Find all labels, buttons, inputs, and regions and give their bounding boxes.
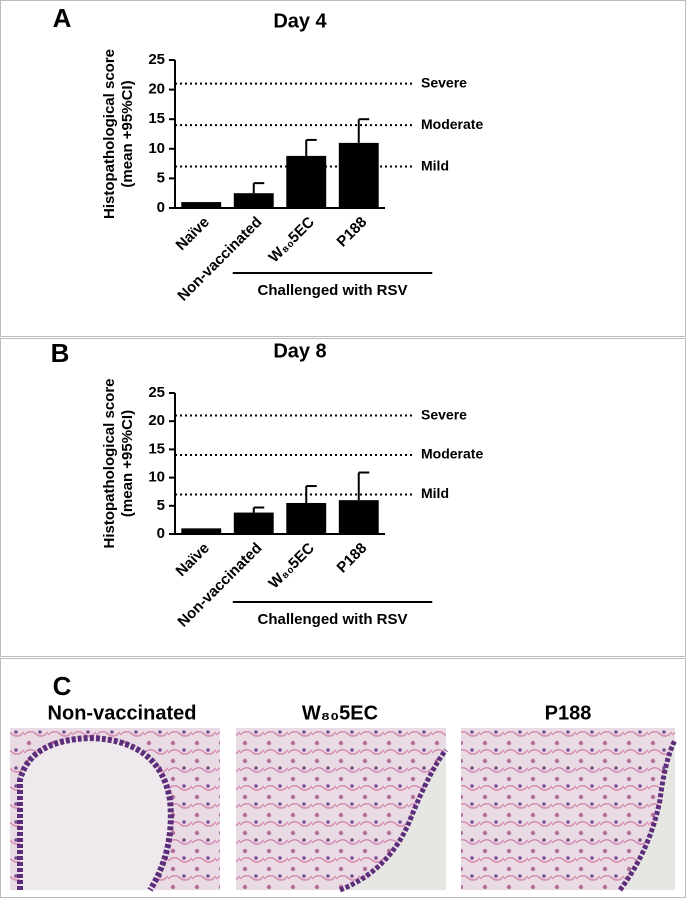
micrograph-label: P188	[545, 702, 592, 724]
reference-label: Mild	[421, 157, 449, 173]
bar	[233, 193, 274, 208]
bar	[338, 142, 379, 208]
micrograph	[236, 728, 448, 893]
chart-title: Day 8	[273, 340, 326, 362]
y-tick-label: 25	[148, 51, 165, 68]
y-tick-label: 5	[157, 169, 165, 186]
y-tick-label: 10	[148, 469, 165, 486]
group-label: Challenged with RSV	[257, 611, 407, 628]
bar	[181, 202, 222, 208]
y-tick-label: 15	[148, 440, 165, 457]
x-tick-label: P188	[334, 540, 371, 577]
micrograph-label: W₈₀5EC	[302, 702, 378, 724]
bar	[181, 528, 222, 534]
y-axis-label: (mean +95%CI)	[119, 410, 136, 517]
micrograph-label: Non-vaccinated	[48, 702, 197, 724]
x-tick-label: Naïve	[173, 540, 213, 580]
x-tick-label: W₈₀5EC	[265, 539, 318, 592]
x-tick-label: P188	[334, 214, 371, 251]
reference-label: Moderate	[421, 116, 483, 132]
panel-letter: A	[53, 3, 72, 33]
y-tick-label: 15	[148, 110, 165, 127]
y-tick-label: 5	[157, 497, 165, 514]
y-tick-label: 10	[148, 140, 165, 157]
micrograph	[461, 728, 678, 892]
y-axis-label: Histopathological score	[101, 378, 118, 548]
panel-letter: B	[51, 338, 70, 368]
group-label: Challenged with RSV	[257, 282, 407, 299]
chart-title: Day 4	[273, 10, 327, 32]
y-tick-label: 25	[148, 384, 165, 401]
y-tick-label: 20	[148, 81, 165, 98]
reference-label: Severe	[421, 406, 467, 422]
y-axis-label: (mean +95%CI)	[119, 80, 136, 187]
y-tick-label: 0	[157, 525, 165, 542]
y-tick-label: 20	[148, 412, 165, 429]
x-tick-label: W₈₀5EC	[265, 213, 318, 266]
reference-label: Severe	[421, 74, 467, 90]
y-axis-label: Histopathological score	[101, 49, 118, 219]
bar	[286, 502, 327, 534]
y-tick-label: 0	[157, 199, 165, 216]
bar	[233, 512, 274, 534]
x-tick-label: Naïve	[173, 214, 213, 254]
panel-letter: C	[53, 671, 72, 701]
bar	[338, 500, 379, 534]
reference-label: Mild	[421, 485, 449, 501]
reference-label: Moderate	[421, 446, 483, 462]
micrograph	[10, 728, 220, 892]
bar	[286, 155, 327, 208]
